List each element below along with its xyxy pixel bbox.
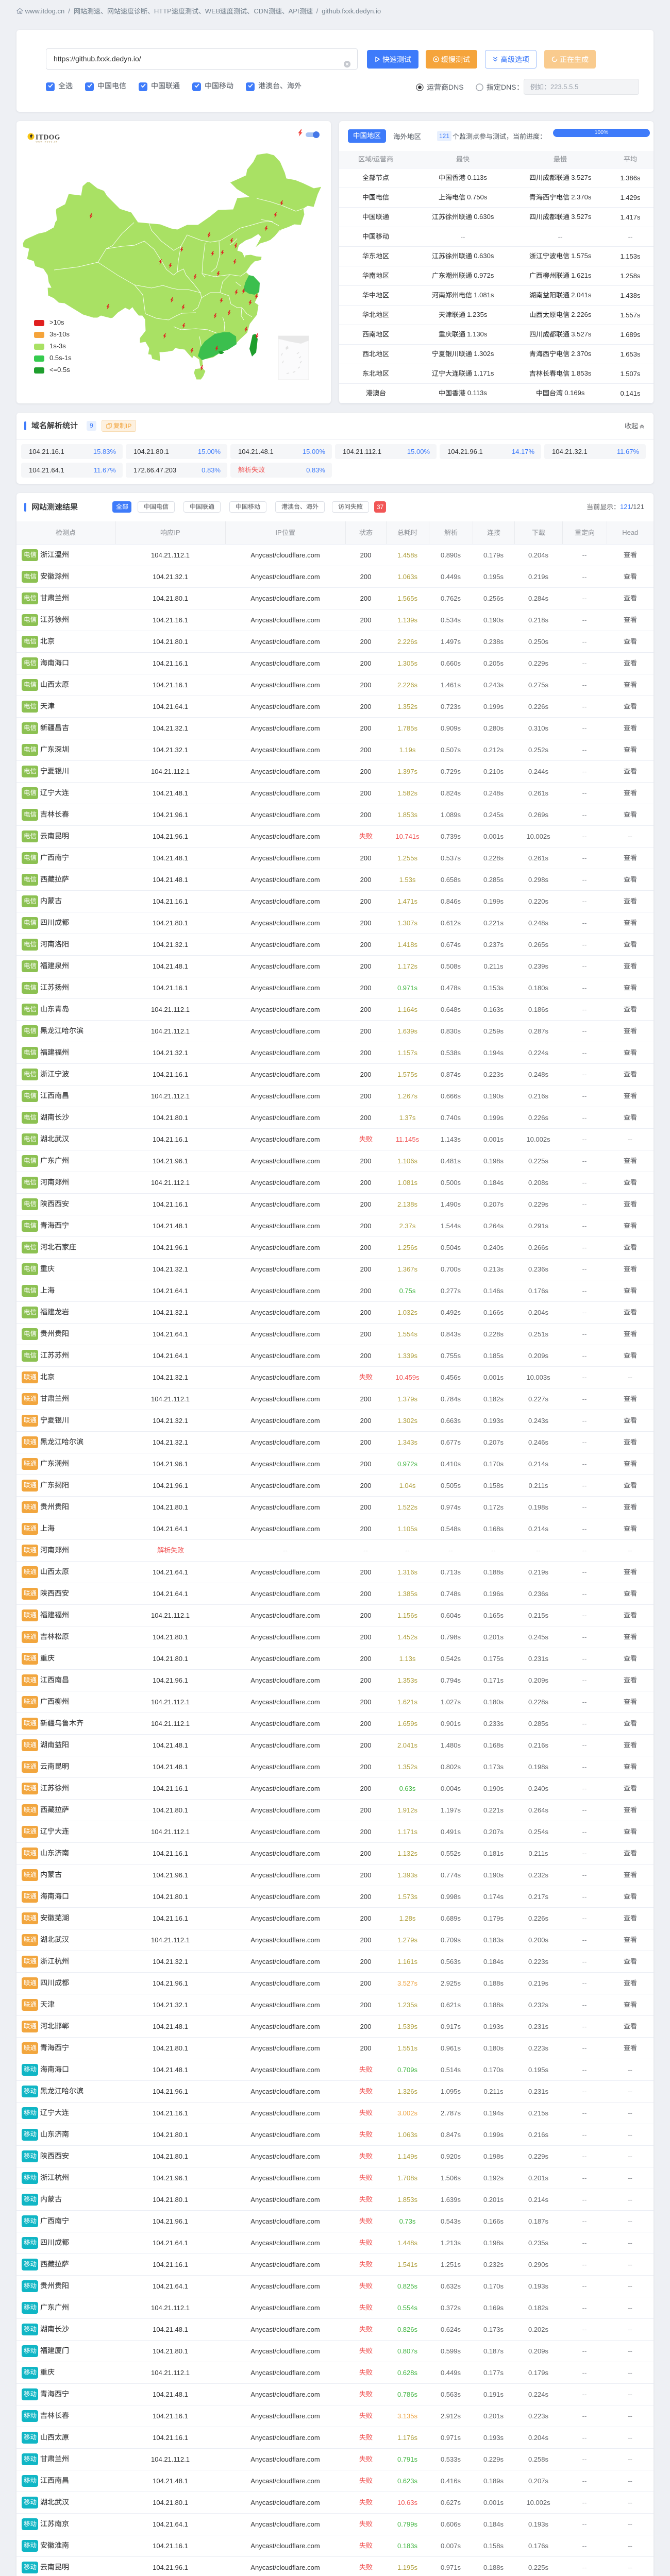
svg-text:ITDOG: ITDOG: [36, 133, 60, 141]
svg-text:WWW.ITDOG.CN: WWW.ITDOG.CN: [36, 141, 58, 143]
